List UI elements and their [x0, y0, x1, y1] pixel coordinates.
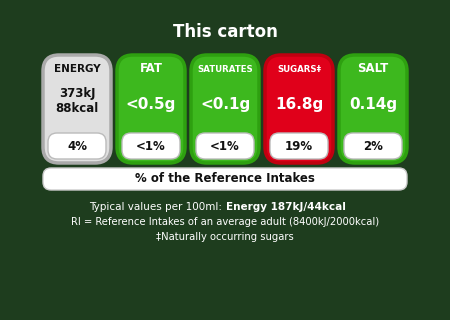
FancyBboxPatch shape	[117, 55, 185, 163]
Text: FAT: FAT	[140, 62, 162, 76]
FancyBboxPatch shape	[48, 133, 106, 159]
Text: 373kJ: 373kJ	[59, 87, 95, 100]
Text: <1%: <1%	[210, 140, 240, 153]
Text: Typical values per 100ml:: Typical values per 100ml:	[89, 202, 225, 212]
FancyBboxPatch shape	[191, 55, 259, 163]
FancyBboxPatch shape	[265, 55, 333, 163]
Text: ENERGY: ENERGY	[54, 64, 100, 74]
Text: ‡Naturally occurring sugars: ‡Naturally occurring sugars	[156, 232, 294, 242]
Text: 0.14g: 0.14g	[349, 97, 397, 111]
Text: 19%: 19%	[285, 140, 313, 153]
FancyBboxPatch shape	[43, 168, 407, 190]
Text: 16.8g: 16.8g	[275, 97, 323, 111]
FancyBboxPatch shape	[122, 133, 180, 159]
Text: <1%: <1%	[136, 140, 166, 153]
Text: <0.5g: <0.5g	[126, 97, 176, 111]
FancyBboxPatch shape	[339, 55, 407, 163]
FancyBboxPatch shape	[270, 133, 328, 159]
Text: SALT: SALT	[357, 62, 389, 76]
Text: 4%: 4%	[67, 140, 87, 153]
Text: SATURATES: SATURATES	[197, 65, 253, 74]
FancyBboxPatch shape	[344, 133, 402, 159]
Text: Energy 187kJ/44kcal: Energy 187kJ/44kcal	[226, 202, 346, 212]
Text: % of the Reference Intakes: % of the Reference Intakes	[135, 172, 315, 186]
Text: SUGARS‡: SUGARS‡	[277, 65, 321, 74]
FancyBboxPatch shape	[196, 133, 254, 159]
Text: 88kcal: 88kcal	[55, 101, 99, 115]
Text: This carton: This carton	[172, 23, 278, 41]
FancyBboxPatch shape	[43, 55, 111, 163]
Text: <0.1g: <0.1g	[200, 97, 250, 111]
Text: 2%: 2%	[363, 140, 383, 153]
Text: RI = Reference Intakes of an average adult (8400kJ/2000kcal): RI = Reference Intakes of an average adu…	[71, 217, 379, 227]
